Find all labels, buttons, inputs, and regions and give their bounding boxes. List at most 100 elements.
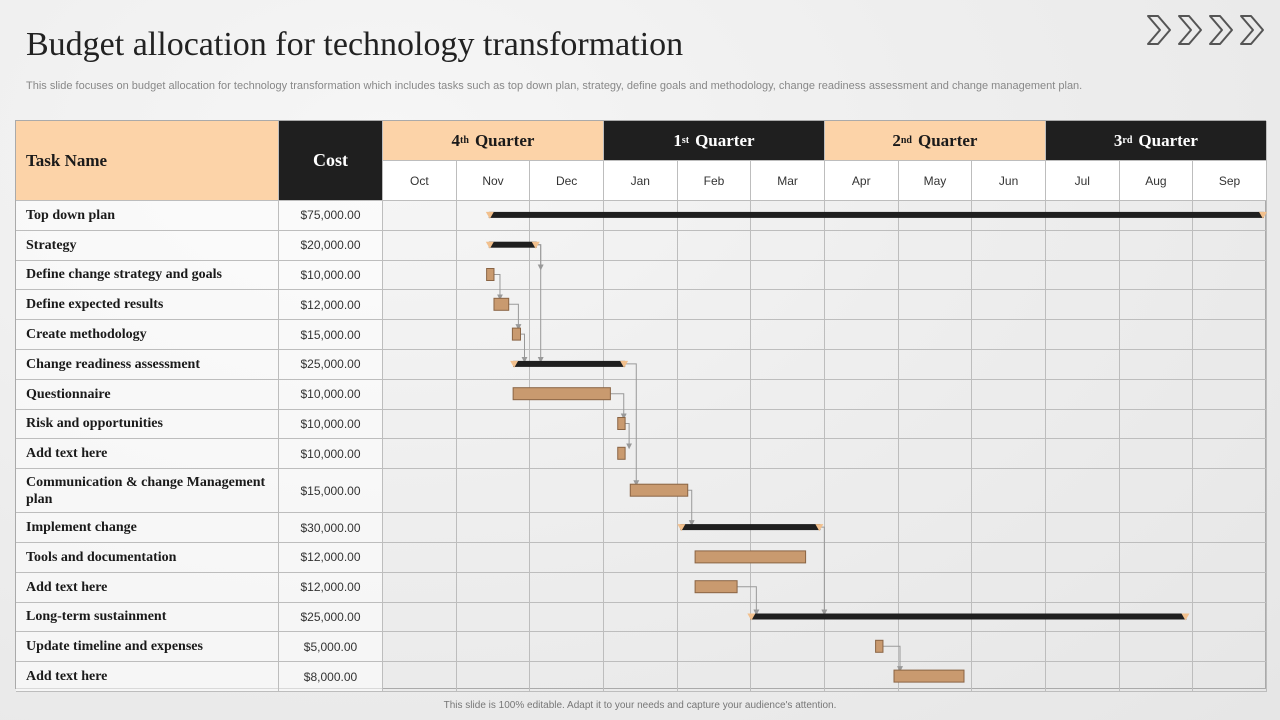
timeline-cell [383, 201, 457, 231]
timeline-cell [898, 230, 973, 261]
timeline-cell [383, 469, 457, 514]
timeline-cell [677, 320, 752, 350]
task-name-cell: Update timeline and expenses [16, 632, 279, 663]
timeline-cell [456, 320, 531, 350]
task-name-cell: Define expected results [16, 290, 279, 321]
timeline-cell [530, 260, 604, 291]
timeline-cell [751, 290, 825, 321]
timeline-cell [456, 290, 531, 321]
timeline-cell [603, 290, 678, 321]
timeline-cell [677, 201, 752, 231]
timeline-cell [383, 632, 457, 663]
task-name-cell: Create methodology [16, 320, 279, 350]
cost-cell: $12,000.00 [279, 290, 383, 321]
timeline-cell [751, 230, 825, 261]
cost-cell: $10,000.00 [279, 439, 383, 470]
chevron-arrows-icon [1147, 15, 1264, 45]
timeline-cell [898, 662, 973, 692]
timeline-cell [383, 572, 457, 603]
timeline-cell [751, 513, 825, 543]
timeline-cell [383, 320, 457, 350]
task-name-cell: Questionnaire [16, 379, 279, 410]
timeline-cell [751, 572, 825, 603]
timeline-cell [603, 201, 678, 231]
timeline-cell [603, 602, 678, 633]
timeline-cell [898, 632, 973, 663]
timeline-cell [1193, 439, 1267, 470]
timeline-cell [1193, 469, 1267, 514]
timeline-cell [824, 320, 899, 350]
timeline-cell [677, 513, 752, 543]
timeline-cell [530, 320, 604, 350]
timeline-cell [751, 632, 825, 663]
timeline-cell [824, 230, 899, 261]
timeline-cell [972, 439, 1046, 470]
timeline-cell [972, 379, 1046, 410]
month-header: Oct [383, 161, 457, 201]
month-header: Mar [751, 161, 825, 201]
timeline-cell [751, 201, 825, 231]
timeline-cell [1193, 662, 1267, 692]
cost-cell: $12,000.00 [279, 542, 383, 573]
cost-cell: $5,000.00 [279, 632, 383, 663]
timeline-cell [456, 439, 531, 470]
task-name-header: Task Name [16, 121, 279, 201]
timeline-cell [530, 201, 604, 231]
task-name-cell: Define change strategy and goals [16, 260, 279, 291]
task-name-cell: Add text here [16, 439, 279, 470]
timeline-cell [898, 409, 973, 440]
timeline-cell [530, 349, 604, 380]
timeline-cell [383, 513, 457, 543]
timeline-cell [383, 439, 457, 470]
month-header: Dec [530, 161, 604, 201]
cost-cell: $10,000.00 [279, 379, 383, 410]
timeline-cell [677, 632, 752, 663]
timeline-cell [456, 260, 531, 291]
page-subtitle: This slide focuses on budget allocation … [26, 80, 1083, 92]
cost-header: Cost [279, 121, 383, 201]
timeline-cell [898, 201, 973, 231]
timeline-cell [972, 320, 1046, 350]
timeline-cell [1045, 662, 1120, 692]
timeline-cell [824, 513, 899, 543]
timeline-cell [824, 469, 899, 514]
timeline-cell [1193, 260, 1267, 291]
timeline-cell [972, 290, 1046, 321]
timeline-cell [824, 602, 899, 633]
timeline-cell [530, 602, 604, 633]
timeline-cell [824, 290, 899, 321]
timeline-cell [530, 632, 604, 663]
timeline-cell [1193, 379, 1267, 410]
timeline-cell [530, 379, 604, 410]
timeline-cell [677, 290, 752, 321]
task-name-cell: Communication & change Management plan [16, 469, 279, 514]
timeline-cell [1193, 409, 1267, 440]
timeline-cell [1045, 513, 1120, 543]
timeline-cell [972, 469, 1046, 514]
timeline-cell [677, 662, 752, 692]
timeline-cell [1045, 409, 1120, 440]
timeline-cell [603, 632, 678, 663]
timeline-cell [1045, 602, 1120, 633]
timeline-cell [898, 260, 973, 291]
month-header: May [898, 161, 973, 201]
timeline-cell [751, 349, 825, 380]
timeline-cell [456, 201, 531, 231]
timeline-cell [898, 290, 973, 321]
timeline-cell [751, 469, 825, 514]
timeline-cell [898, 572, 973, 603]
timeline-cell [898, 513, 973, 543]
cost-cell: $30,000.00 [279, 513, 383, 543]
timeline-cell [383, 409, 457, 440]
timeline-cell [530, 290, 604, 321]
cost-cell: $12,000.00 [279, 572, 383, 603]
month-header: Sep [1193, 161, 1267, 201]
timeline-cell [603, 320, 678, 350]
timeline-cell [898, 349, 973, 380]
timeline-cell [383, 290, 457, 321]
timeline-cell [1119, 260, 1194, 291]
timeline-cell [603, 230, 678, 261]
footer-note: This slide is 100% editable. Adapt it to… [443, 700, 837, 711]
